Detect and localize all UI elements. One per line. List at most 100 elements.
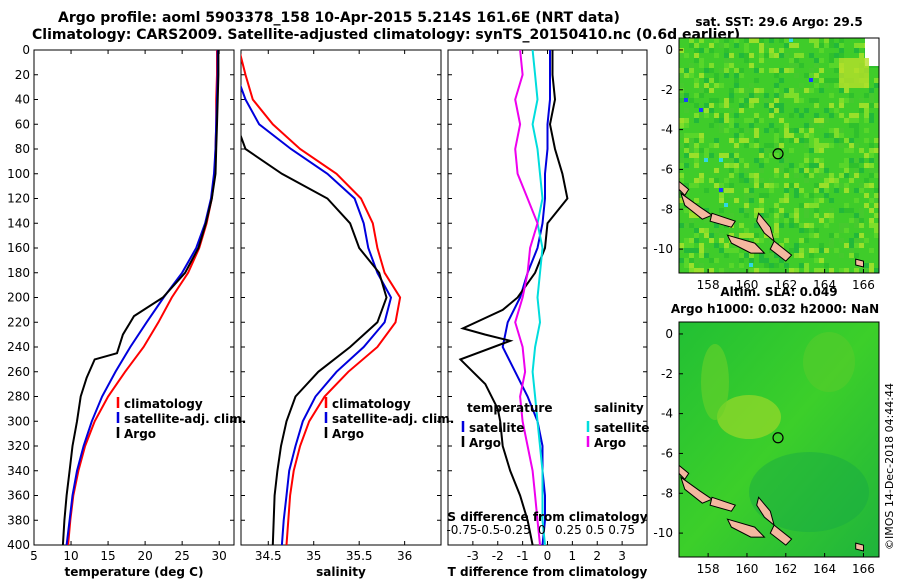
x-tick-label: 1 <box>569 549 577 563</box>
x-tick-label: 160 <box>736 278 759 292</box>
island-land <box>709 212 737 228</box>
temperature-panel: 0 20 40 60 80 100 120 140 160 180 200 220 240 260 280 3… <box>7 43 235 579</box>
y-tick-label: 20 <box>15 68 30 82</box>
y-tick-label: 360 <box>7 489 30 503</box>
x-tick-label: 3 <box>618 549 626 563</box>
x-tick-label: 35.5 <box>346 549 373 563</box>
x-axis-label: salinity <box>316 565 366 579</box>
y-tick-label: 0 <box>665 43 673 57</box>
x-tick-label: 10 <box>63 549 78 563</box>
legend-label: climatology <box>332 397 411 411</box>
y-tick-label: 180 <box>7 266 30 280</box>
sst_map-axes-box <box>678 37 880 274</box>
y-tick-label: -4 <box>661 407 673 421</box>
x-tick-label: 158 <box>697 562 720 576</box>
argo-position-marker <box>772 432 784 444</box>
sla_map-axes-box <box>678 321 880 558</box>
x-tick-label: 0 <box>544 549 552 563</box>
x-top-tick-label: -0.75 <box>446 523 477 537</box>
y-tick-label: 100 <box>7 167 30 181</box>
island-land <box>726 518 766 538</box>
legend-label: Argo <box>124 427 156 441</box>
x-tick-label: 158 <box>697 278 720 292</box>
series-line-s-satellite <box>531 50 546 545</box>
legend-label: Argo <box>332 427 364 441</box>
y-tick-label: 0 <box>22 43 30 57</box>
y-tick-label: 220 <box>7 315 30 329</box>
legend-label: Argo <box>469 436 501 450</box>
x-top-tick-label: 0.25 <box>555 523 582 537</box>
y-tick-label: -6 <box>661 162 673 176</box>
legend-label: satellite-adj. clim. <box>332 412 454 426</box>
x-tick-label: -1 <box>517 549 529 563</box>
legend-label: climatology <box>124 397 203 411</box>
x-tick-label: 15 <box>100 549 115 563</box>
legend-title-temperature: temperature <box>467 401 552 415</box>
y-tick-label: 60 <box>15 117 30 131</box>
sla_map-panel: 158 160 162 164 166 0 -2 -4 -6 -8 -10 Altim. SLA: 0… <box>653 285 880 576</box>
sst_map-field <box>679 38 879 273</box>
x-tick-label: 164 <box>813 562 836 576</box>
island-land <box>709 496 737 512</box>
y-tick-label: 0 <box>665 327 673 341</box>
map-title: Altim. SLA: 0.049 <box>720 285 837 299</box>
y-tick-label: 400 <box>7 538 30 552</box>
x-tick-label: 166 <box>852 562 875 576</box>
x-tick-label: 34.5 <box>255 549 282 563</box>
sst_map-panel: 158 160 162 164 166 0 -2 -4 -6 -8 -10 sat. SST: 29.… <box>653 15 880 292</box>
y-tick-label: 160 <box>7 241 30 255</box>
series-line-argo <box>61 50 220 545</box>
y-tick-label: -2 <box>661 367 673 381</box>
x-tick-label: 166 <box>852 278 875 292</box>
series-line-climatology <box>241 53 402 545</box>
x-tick-label: 20 <box>137 549 152 563</box>
y-tick-label: 380 <box>7 513 30 527</box>
y-tick-label: 320 <box>7 439 30 453</box>
series-line-satellite-adj-clim- <box>241 84 393 545</box>
x-top-tick-label: -0.5 <box>477 523 500 537</box>
y-tick-label: -10 <box>653 242 673 256</box>
x-axis-label: temperature (deg C) <box>65 565 204 579</box>
legend-label: Argo <box>594 436 626 450</box>
figure-title-line2: Climatology: CARS2009. Satellite-adjuste… <box>32 27 741 43</box>
island-land <box>769 524 793 546</box>
x-top-tick-label: 0.75 <box>608 523 635 537</box>
island-land <box>855 542 864 552</box>
y-tick-label: 40 <box>15 93 30 107</box>
island-land <box>679 464 690 481</box>
salinity-axes-box <box>240 49 442 546</box>
y-tick-label: 340 <box>7 464 30 478</box>
x-top-tick-label: 0.5 <box>585 523 604 537</box>
y-tick-label: -8 <box>661 486 673 500</box>
island-land <box>756 496 775 527</box>
y-tick-label: 140 <box>7 216 30 230</box>
x-tick-label: 162 <box>774 278 797 292</box>
island-land <box>726 234 766 254</box>
argo-position-marker <box>772 148 784 160</box>
x-tick-label: 5 <box>30 549 38 563</box>
y-tick-label: 280 <box>7 390 30 404</box>
x-tick-label: -3 <box>467 549 479 563</box>
x-tick-label: 2 <box>593 549 601 563</box>
map-title: sat. SST: 29.6 Argo: 29.5 <box>695 15 862 29</box>
y-tick-label: 80 <box>15 142 30 156</box>
salinity-panel: 34.5 35 35.5 36 salinity <box>240 49 442 579</box>
series-line-t-argo <box>458 50 569 545</box>
figure-title-line1: Argo profile: aoml 5903378_158 10-Apr-20… <box>58 10 620 26</box>
x-tick-label: 162 <box>774 562 797 576</box>
y-tick-label: 260 <box>7 365 30 379</box>
x-tick-label: 30 <box>212 549 227 563</box>
x-top-tick-label: -0.25 <box>500 523 531 537</box>
y-tick-label: -10 <box>653 526 673 540</box>
series-line-s-argo <box>514 50 541 545</box>
x-axis-label: T difference from climatology <box>448 565 648 579</box>
y-tick-label: 120 <box>7 192 30 206</box>
x-tick-label: 160 <box>736 562 759 576</box>
x-tick-label: 164 <box>813 278 836 292</box>
island-land <box>855 258 864 268</box>
island-land <box>679 192 714 220</box>
y-tick-label: 240 <box>7 340 30 354</box>
island-land <box>679 180 690 197</box>
side-stamp: ©IMOS 14-Dec-2018 04:44:44 <box>883 383 896 550</box>
